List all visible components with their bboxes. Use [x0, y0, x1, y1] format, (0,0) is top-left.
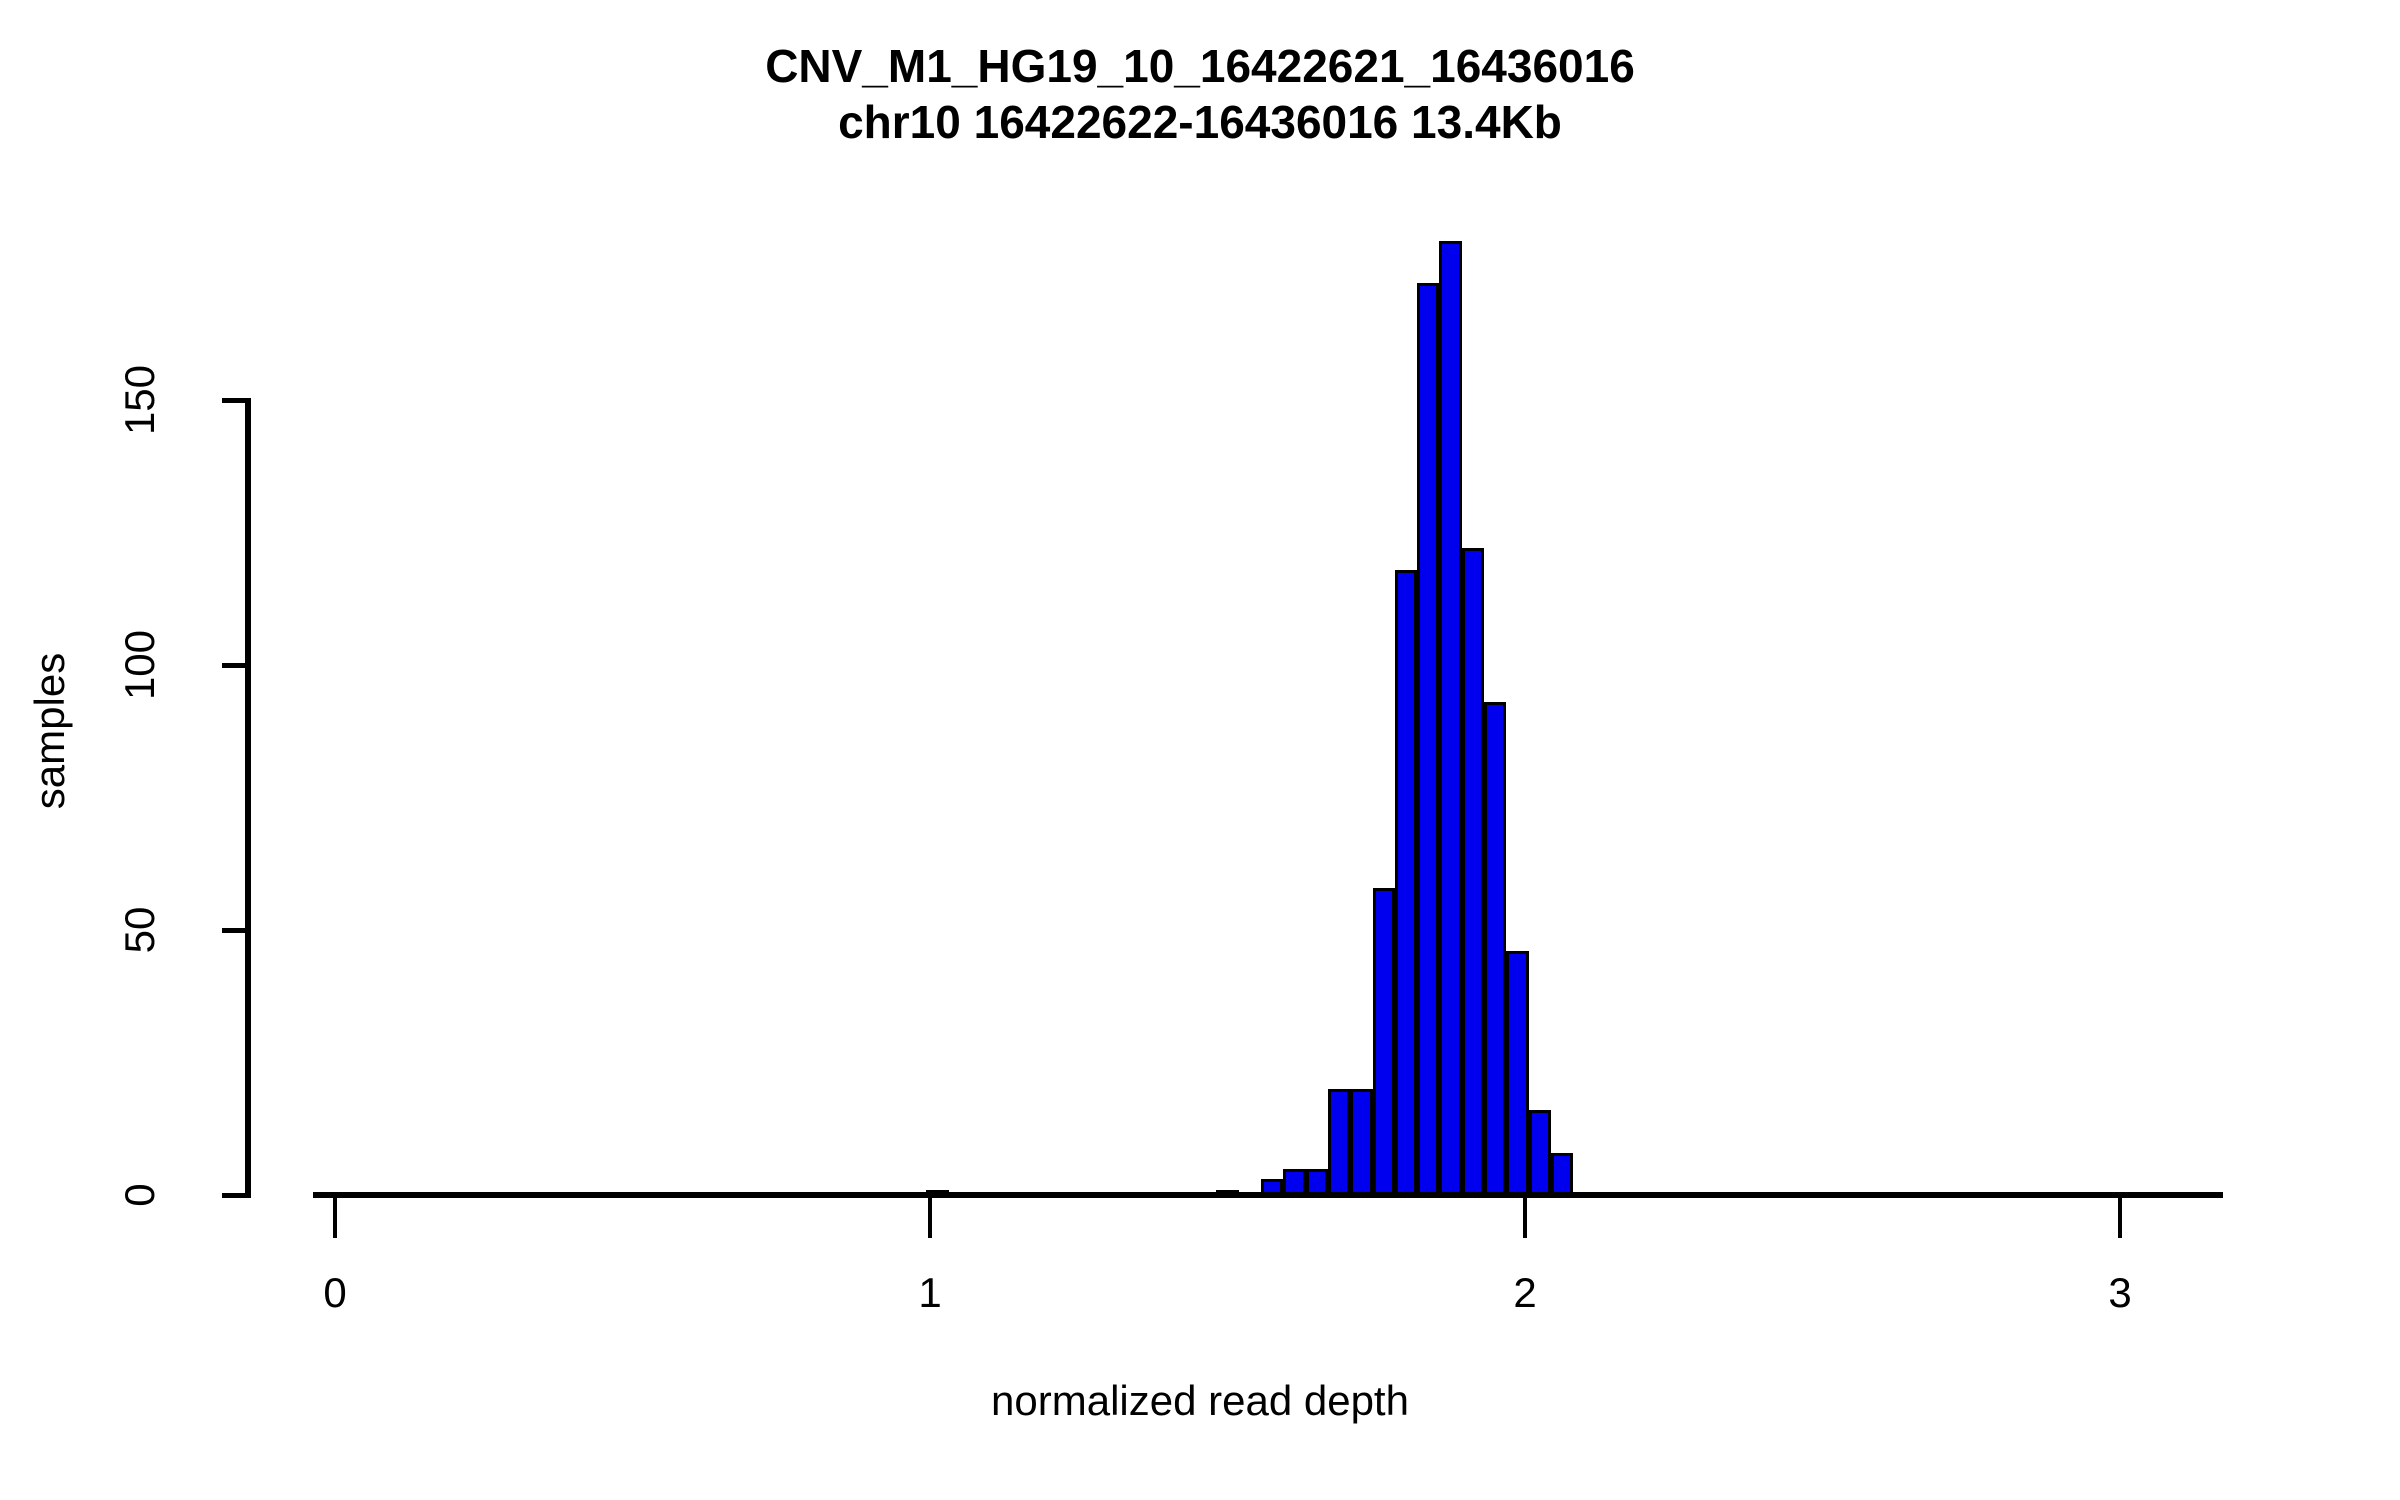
- y-axis-tick-label: 100: [116, 629, 163, 701]
- y-axis-tick-mark: [222, 398, 251, 403]
- y-axis-tick-label: 0: [116, 1183, 163, 1207]
- histogram-bar: [1461, 548, 1485, 1195]
- histogram-bar: [1394, 569, 1418, 1195]
- x-axis-title: normalized read depth: [991, 1377, 1409, 1424]
- y-axis-tick-mark: [222, 928, 251, 933]
- x-axis-tick-label: 2: [1513, 1269, 1537, 1316]
- histogram-bar: [1506, 951, 1529, 1195]
- chart-title-line2: chr10 16422622-16436016 13.4Kb: [838, 96, 1562, 148]
- histogram-bar: [1350, 1089, 1373, 1195]
- histogram-bar: [1372, 887, 1395, 1195]
- y-axis-tick-label: 50: [116, 906, 163, 954]
- x-axis-tick-mark: [2118, 1198, 2122, 1238]
- x-axis-line: [313, 1192, 2223, 1198]
- histogram-bar: [1327, 1089, 1351, 1195]
- x-axis-tick-mark: [333, 1198, 337, 1238]
- x-axis-tick-label: 1: [918, 1269, 942, 1316]
- x-axis-tick-label: 3: [2108, 1269, 2132, 1316]
- y-axis-tick-mark: [222, 1193, 251, 1198]
- histogram-bar: [1528, 1110, 1551, 1195]
- histogram-bar: [1551, 1152, 1574, 1195]
- histogram-bar: [1417, 283, 1440, 1195]
- y-axis-title: samples: [26, 652, 73, 810]
- chart-title-line1: CNV_M1_HG19_10_16422621_16436016: [765, 40, 1635, 92]
- x-axis-tick-mark: [928, 1198, 932, 1238]
- y-axis-line: [245, 398, 251, 1198]
- chart-title: CNV_M1_HG19_10_16422621_16436016 chr10 1…: [0, 38, 2400, 150]
- x-axis-tick-mark: [1523, 1198, 1527, 1238]
- histogram-bar: [1484, 702, 1507, 1195]
- histogram-bar: [1439, 241, 1462, 1195]
- y-axis-tick-label: 150: [116, 364, 163, 436]
- x-axis-tick-label: 0: [323, 1269, 347, 1316]
- y-axis-tick-mark: [222, 663, 251, 668]
